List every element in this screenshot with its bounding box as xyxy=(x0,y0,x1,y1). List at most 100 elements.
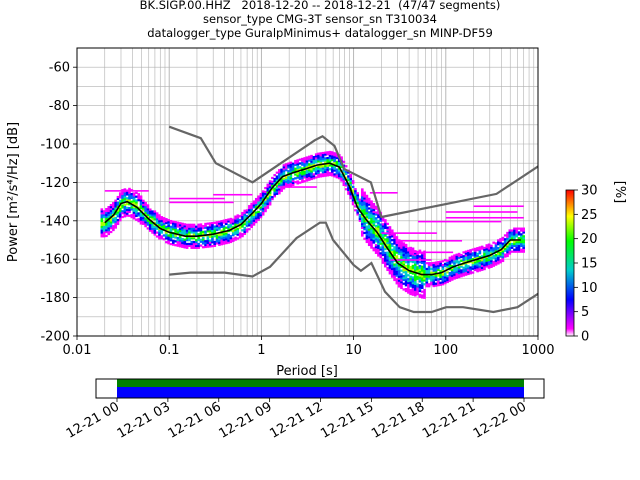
pdf-cell xyxy=(178,231,182,234)
pdf-cell xyxy=(517,246,521,249)
pdf-cell xyxy=(510,242,514,246)
pdf-outlier-cell xyxy=(390,259,432,261)
pdf-cell xyxy=(441,281,445,284)
pdf-cell xyxy=(381,234,385,237)
pdf-cell xyxy=(344,170,348,174)
pdf-cell xyxy=(243,215,247,218)
pdf-cell xyxy=(349,185,353,188)
pdf-cell xyxy=(331,174,334,177)
pdf-cell xyxy=(367,211,371,214)
pdf-cell xyxy=(128,187,131,191)
pdf-cell xyxy=(418,289,422,293)
pdf-cell xyxy=(420,261,424,265)
pdf-cell xyxy=(420,267,424,270)
pdf-cell xyxy=(167,222,170,226)
pdf-cell xyxy=(520,237,523,240)
pdf-cell xyxy=(397,266,401,269)
pdf-cell xyxy=(425,281,429,284)
pdf-cell xyxy=(324,168,327,172)
pdf-cell xyxy=(278,169,281,172)
pdf-cell xyxy=(515,235,519,238)
x-axis: 0.01 0.1 1 10 100 1000 xyxy=(63,336,555,358)
pdf-cell xyxy=(280,182,283,185)
pdf-cell xyxy=(443,276,447,279)
pdf-cell xyxy=(282,171,286,175)
pdf-cell xyxy=(506,231,509,235)
pdf-cell xyxy=(211,221,214,225)
pdf-cell xyxy=(236,218,240,221)
pdf-cell xyxy=(439,274,442,277)
pdf-cell xyxy=(381,228,385,232)
pdf-cell xyxy=(407,285,410,288)
chart-title-line-3: datalogger_type GuralpMinimus+ datalogge… xyxy=(147,26,493,40)
pdf-cell xyxy=(370,227,373,230)
pdf-cell xyxy=(372,222,376,225)
pdf-cell xyxy=(418,286,422,289)
pdf-cell xyxy=(464,263,468,267)
pdf-cell xyxy=(178,229,182,233)
pdf-cell xyxy=(169,237,173,240)
pdf-cell xyxy=(125,208,129,211)
pdf-cell xyxy=(142,215,145,218)
pdf-cell xyxy=(508,240,512,244)
pdf-cell xyxy=(414,252,417,255)
pdf-cell xyxy=(423,275,426,278)
pdf-cell xyxy=(130,214,134,217)
pdf-cell xyxy=(236,233,240,236)
pdf-cell xyxy=(522,244,525,248)
pdf-cell xyxy=(400,286,403,290)
pdf-cell xyxy=(137,193,141,196)
pdf-cell xyxy=(423,267,426,271)
pdf-cell xyxy=(374,232,378,235)
pdf-cell xyxy=(257,206,260,210)
pdf-cell xyxy=(206,230,210,233)
pdf-cell xyxy=(204,232,207,235)
pdf-cell xyxy=(434,276,438,280)
pdf-cell xyxy=(397,268,401,271)
pdf-cell xyxy=(476,256,479,259)
pdf-cell xyxy=(178,237,182,240)
pdf-cell xyxy=(301,180,304,184)
pdf-cell xyxy=(132,200,136,203)
pdf-cell xyxy=(153,218,157,221)
pdf-cell xyxy=(377,231,380,234)
pdf-cell xyxy=(259,212,263,215)
pdf-cell xyxy=(365,240,369,244)
pdf-cell xyxy=(114,218,117,221)
pdf-cell xyxy=(192,240,196,244)
pdf-cell xyxy=(416,260,419,263)
pdf-cell xyxy=(298,177,302,180)
pdf-cell xyxy=(377,252,380,255)
pdf-cell xyxy=(102,212,106,215)
pdf-cell xyxy=(370,219,373,222)
pdf-cell xyxy=(324,159,327,162)
pdf-cell xyxy=(361,220,364,224)
pdf-cell xyxy=(254,215,258,218)
pdf-cell xyxy=(388,245,392,248)
pdf-cell xyxy=(280,174,283,177)
pdf-cell xyxy=(508,235,512,238)
pdf-cell xyxy=(460,271,463,274)
pdf-cell xyxy=(517,250,521,253)
pdf-cell xyxy=(188,229,191,232)
pdf-cell xyxy=(473,249,477,252)
pdf-cell xyxy=(450,257,454,260)
pdf-cell xyxy=(404,272,408,275)
pdf-cell xyxy=(358,215,362,219)
pdf-cell xyxy=(192,231,196,234)
pdf-cell xyxy=(319,175,323,178)
pdf-cell xyxy=(335,174,339,177)
pdf-cell xyxy=(109,227,113,230)
pdf-cell xyxy=(222,221,226,224)
pdf-cell xyxy=(418,261,422,264)
plot-frame xyxy=(76,47,539,337)
pdf-cell xyxy=(361,190,364,193)
pdf-cell xyxy=(317,152,320,155)
pdf-cell xyxy=(114,216,117,220)
pdf-cell xyxy=(100,229,104,232)
pdf-cell xyxy=(298,168,302,171)
pdf-cell xyxy=(114,213,117,216)
pdf-cell xyxy=(227,235,230,238)
pdf-cell xyxy=(501,259,505,263)
pdf-cell xyxy=(199,232,203,236)
